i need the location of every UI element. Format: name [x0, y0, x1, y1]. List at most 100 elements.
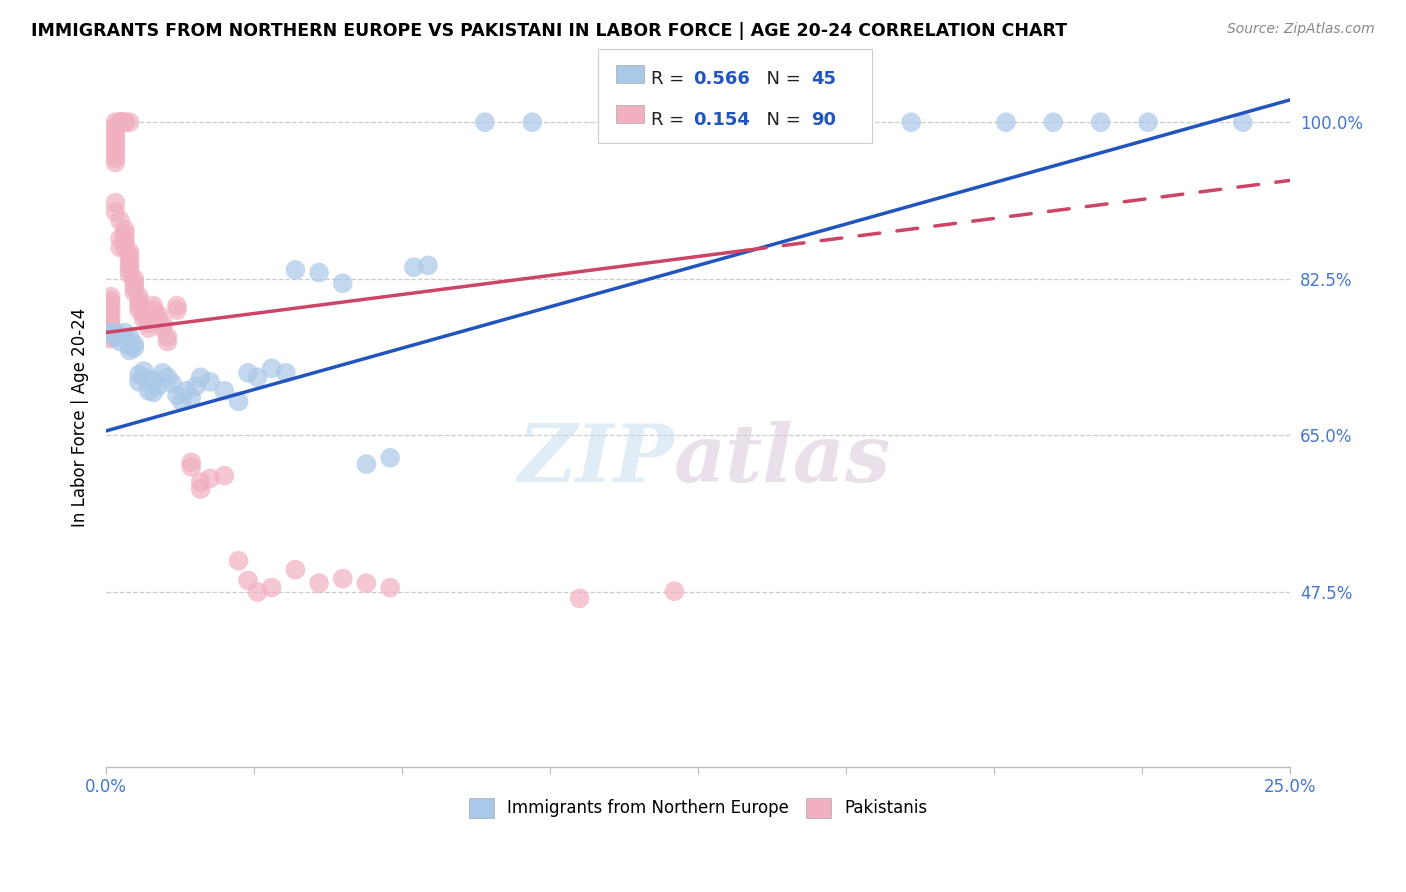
Point	[308, 266, 330, 280]
Point	[146, 308, 169, 322]
Point	[284, 263, 307, 277]
Point	[118, 339, 141, 353]
Point	[108, 115, 131, 129]
Point	[190, 370, 212, 384]
Point	[180, 391, 202, 405]
Point	[114, 231, 136, 245]
Point	[100, 308, 122, 322]
Point	[236, 366, 259, 380]
Point	[124, 277, 146, 291]
Point	[522, 115, 544, 129]
Point	[108, 115, 131, 129]
Point	[664, 115, 686, 129]
Point	[124, 341, 146, 355]
Point	[228, 554, 250, 568]
Text: R =: R =	[651, 111, 690, 128]
Point	[108, 334, 131, 349]
Point	[118, 250, 141, 264]
Point	[236, 574, 259, 588]
Point	[142, 299, 165, 313]
Point	[114, 222, 136, 236]
Point	[1042, 115, 1064, 129]
Text: N =: N =	[755, 111, 807, 128]
Legend: Immigrants from Northern Europe, Pakistanis: Immigrants from Northern Europe, Pakista…	[463, 791, 934, 824]
Point	[378, 450, 401, 465]
Point	[308, 576, 330, 591]
Point	[190, 475, 212, 489]
Text: 90: 90	[811, 111, 837, 128]
Point	[118, 343, 141, 358]
Point	[104, 326, 127, 340]
Point	[104, 142, 127, 156]
Point	[184, 379, 207, 393]
Text: N =: N =	[755, 70, 807, 88]
Point	[166, 388, 188, 402]
Point	[138, 317, 160, 331]
Text: 0.154: 0.154	[693, 111, 749, 128]
Point	[118, 263, 141, 277]
Point	[994, 115, 1017, 129]
Point	[142, 373, 165, 387]
Point	[146, 379, 169, 393]
Point	[274, 366, 297, 380]
Point	[104, 155, 127, 169]
Point	[100, 326, 122, 340]
Point	[246, 370, 269, 384]
Point	[104, 195, 127, 210]
Point	[100, 312, 122, 326]
Point	[114, 235, 136, 250]
Text: 45: 45	[811, 70, 837, 88]
Point	[138, 384, 160, 398]
Point	[214, 468, 236, 483]
Point	[114, 240, 136, 254]
Point	[114, 332, 136, 346]
Point	[100, 330, 122, 344]
Point	[332, 572, 354, 586]
Point	[1137, 115, 1160, 129]
Point	[132, 364, 155, 378]
Point	[160, 376, 183, 391]
Point	[104, 128, 127, 143]
Point	[128, 294, 150, 309]
Point	[118, 115, 141, 129]
Point	[1090, 115, 1112, 129]
Point	[260, 581, 283, 595]
Text: IMMIGRANTS FROM NORTHERN EUROPE VS PAKISTANI IN LABOR FORCE | AGE 20-24 CORRELAT: IMMIGRANTS FROM NORTHERN EUROPE VS PAKIS…	[31, 22, 1067, 40]
Point	[152, 321, 174, 335]
Point	[108, 115, 131, 129]
Point	[128, 368, 150, 382]
Point	[1232, 115, 1254, 129]
Point	[146, 312, 169, 326]
Point	[114, 227, 136, 241]
Point	[152, 366, 174, 380]
Point	[124, 285, 146, 300]
Point	[108, 231, 131, 245]
Point	[260, 361, 283, 376]
Point	[156, 334, 179, 349]
Point	[108, 115, 131, 129]
Point	[356, 457, 378, 471]
Point	[104, 151, 127, 165]
Point	[128, 375, 150, 389]
Text: R =: R =	[651, 70, 690, 88]
Point	[114, 115, 136, 129]
Text: ZIP: ZIP	[517, 421, 675, 498]
Point	[124, 281, 146, 295]
Text: Source: ZipAtlas.com: Source: ZipAtlas.com	[1227, 22, 1375, 37]
Point	[100, 326, 122, 340]
Point	[104, 124, 127, 138]
Point	[156, 370, 179, 384]
Point	[108, 213, 131, 227]
Point	[108, 240, 131, 254]
Point	[166, 303, 188, 318]
Point	[568, 591, 591, 606]
Point	[100, 290, 122, 304]
Point	[104, 330, 127, 344]
Point	[166, 299, 188, 313]
Point	[128, 299, 150, 313]
Point	[104, 146, 127, 161]
Point	[180, 459, 202, 474]
Point	[198, 471, 221, 485]
Point	[128, 303, 150, 318]
Point	[142, 303, 165, 318]
